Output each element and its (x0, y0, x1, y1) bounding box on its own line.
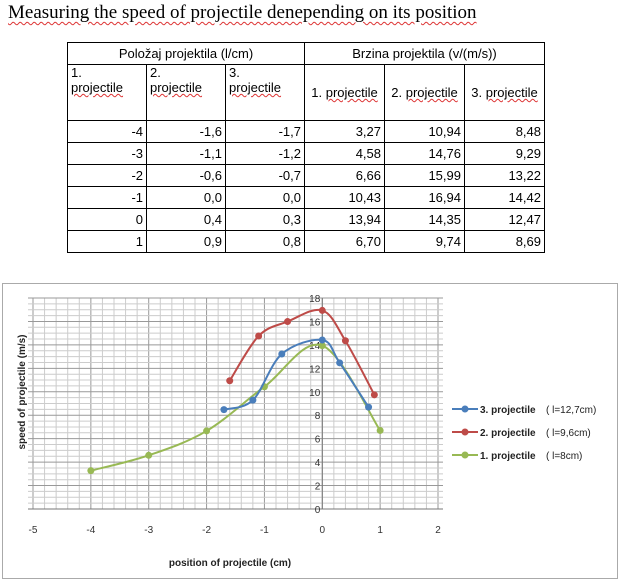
table-row: -4 -1,6 -1,7 3,27 10,94 8,48 (67, 120, 545, 143)
table-cell: -1,1 (146, 142, 226, 165)
y-tick-label: 10 (309, 388, 321, 399)
legend-label: 3. projectile (480, 405, 536, 416)
x-tick-label: 0 (320, 525, 326, 536)
table-cell: 8,69 (464, 230, 545, 253)
table-row: 0 0,4 0,3 13,94 14,35 12,47 (67, 208, 545, 231)
table-cell: -1,6 (146, 120, 226, 143)
table-row: 1 0,9 0,8 6,70 9,74 8,69 (67, 230, 545, 253)
table-row: -3 -1,1 -1,2 4,58 14,76 9,29 (67, 142, 545, 165)
table-cell: -1,7 (225, 120, 305, 143)
legend-label: 1. projectile (480, 451, 536, 462)
data-point (226, 377, 234, 385)
y-tick-label: 16 (309, 317, 321, 328)
data-point (370, 391, 378, 399)
table-cell: 9,74 (384, 230, 465, 253)
data-point (284, 318, 292, 326)
legend-note: ( l=8cm) (546, 451, 582, 462)
data-point (255, 332, 263, 340)
x-axis-label: position of projectile (cm) (169, 558, 291, 569)
data-point (278, 350, 286, 358)
table-cell: 0,9 (146, 230, 226, 253)
y-tick-label: 18 (309, 294, 321, 305)
y-tick-label: 6 (315, 435, 321, 446)
data-point (203, 427, 211, 435)
column-header: 1. projectile (67, 64, 147, 121)
data-point (318, 342, 326, 350)
table-cell: 13,22 (464, 164, 545, 187)
data-point (376, 426, 384, 434)
y-tick-label: 0 (315, 505, 321, 516)
table-cell: 15,99 (384, 164, 465, 187)
column-header: 2. projectile (384, 64, 465, 121)
legend-note: ( l=12,7cm) (546, 405, 596, 416)
data-point (365, 403, 373, 411)
table-cell: 3,27 (304, 120, 385, 143)
table-cell: 14,42 (464, 186, 545, 209)
column-header: 3. projectile (464, 64, 545, 121)
page-title: Measuring the speed of projectile denepe… (8, 2, 477, 23)
table-cell: 10,94 (384, 120, 465, 143)
x-tick-label: -2 (202, 525, 211, 536)
data-point (318, 336, 326, 344)
y-tick-label: 4 (315, 458, 321, 469)
legend-note: ( l=9,6cm) (546, 428, 591, 439)
data-point (220, 406, 228, 414)
data-point (318, 306, 326, 314)
data-point (341, 337, 349, 345)
legend-marker (461, 428, 469, 436)
table-cell: 1 (67, 230, 147, 253)
y-axis-label: speed of projectile (m/s) (17, 334, 28, 449)
data-point (336, 359, 344, 367)
legend-marker (461, 405, 469, 413)
data-point (145, 451, 153, 459)
legend-marker (461, 451, 469, 459)
table-cell: 12,47 (464, 208, 545, 231)
column-header: 2. projectile (146, 64, 226, 121)
y-tick-label: 14 (309, 341, 321, 352)
data-table: Položaj projektila (l/cm) Brzina projekt… (67, 42, 545, 253)
x-tick-label: -4 (86, 525, 95, 536)
y-tick-label: 2 (315, 482, 321, 493)
x-tick-label: 1 (377, 525, 383, 536)
series-line-1 (228, 308, 376, 396)
data-point (249, 396, 257, 404)
x-tick-label: -5 (29, 525, 38, 536)
x-tick-label: -3 (144, 525, 153, 536)
x-tick-label: -1 (260, 525, 269, 536)
x-tick-label: 2 (435, 525, 441, 536)
y-tick-label: 12 (309, 364, 321, 375)
table-cell: 6,70 (304, 230, 385, 253)
chart-frame (2, 283, 618, 579)
data-point (87, 467, 95, 475)
y-tick-label: 8 (315, 411, 321, 422)
legend-label: 2. projectile (480, 428, 536, 439)
group-header-speed: Brzina projektila (v/(m/s)) (304, 42, 545, 65)
